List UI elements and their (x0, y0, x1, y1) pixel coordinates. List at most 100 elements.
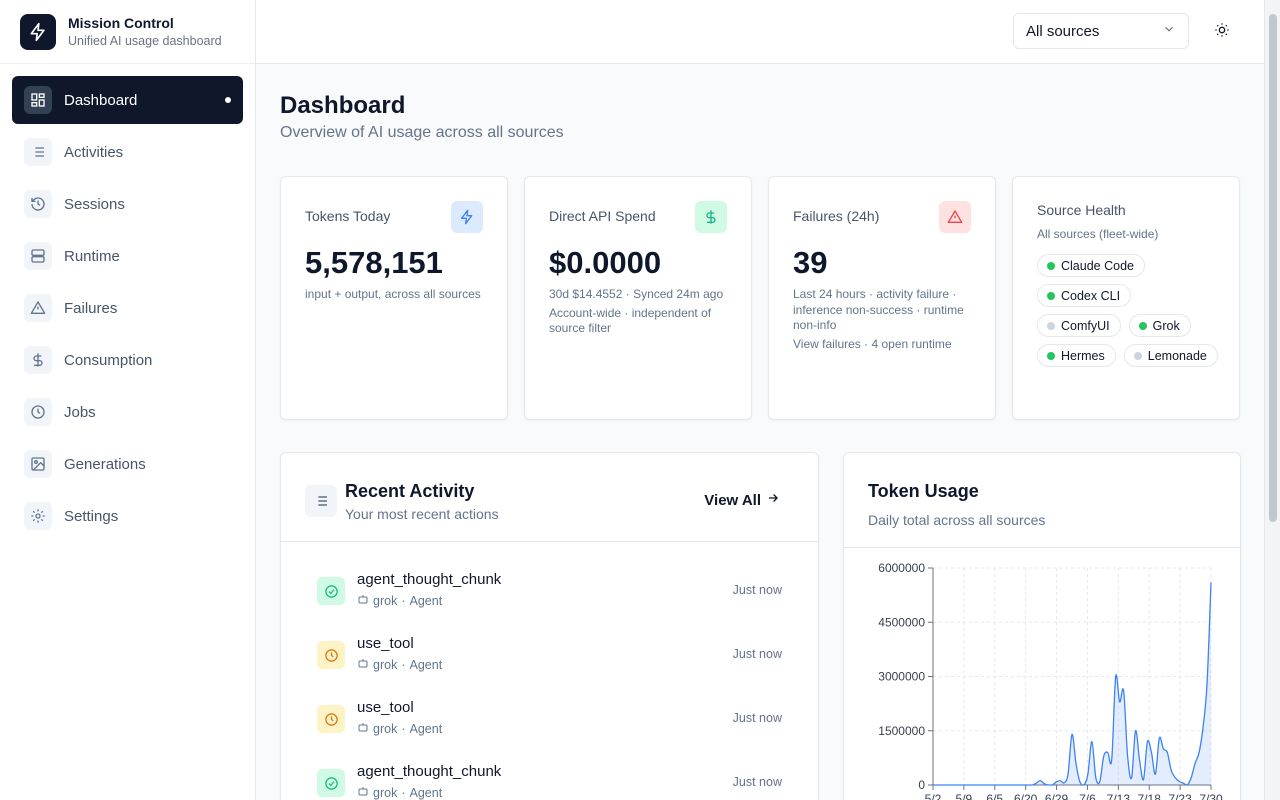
activity-meta: grok · Agent (357, 785, 442, 800)
sidebar-item-sessions[interactable]: Sessions (12, 180, 243, 228)
activity-name: agent_thought_chunk (357, 763, 502, 780)
page-scrollbar[interactable] (1264, 0, 1280, 800)
source-chip: Hermes (1037, 344, 1116, 367)
source-chip: Claude Code (1037, 254, 1145, 277)
source-name: Lemonade (1147, 348, 1207, 363)
view-all-button[interactable]: View All (704, 491, 780, 509)
y-tick-label: 3000000 (878, 670, 925, 684)
sidebar: Mission Control Unified AI usage dashboa… (0, 0, 256, 800)
failures-card: Failures (24h) 39 Last 24 hours · activi… (768, 176, 996, 420)
activity-meta: grok · Agent (357, 657, 442, 672)
y-tick-label: 4500000 (878, 615, 925, 629)
series-area (933, 582, 1211, 785)
activity-name: agent_thought_chunk (357, 571, 502, 588)
health-subtitle: All sources (fleet-wide) (1037, 227, 1159, 241)
clock-icon (317, 641, 345, 669)
bolt-logo-icon (20, 13, 56, 50)
token-usage-card: Token Usage Daily total across all sourc… (843, 452, 1241, 800)
activity-row[interactable]: use_tool grok · Agent Just now (317, 699, 782, 749)
meta-separator: · (401, 657, 406, 672)
sidebar-item-label: Jobs (64, 403, 96, 421)
stat-title: Tokens Today (305, 208, 391, 224)
page-subtitle: Overview of AI usage across all sources (280, 124, 564, 141)
sidebar-item-label: Generations (64, 455, 146, 473)
source-select[interactable]: All sources (1013, 13, 1189, 49)
y-tick-label: 1500000 (878, 724, 925, 738)
health-title: Source Health (1037, 202, 1126, 218)
activity-row[interactable]: agent_thought_chunk grok · Agent Just no… (317, 571, 782, 621)
history-icon (24, 190, 52, 218)
divider (844, 547, 1240, 548)
check-circle-icon (317, 769, 345, 797)
sidebar-item-failures[interactable]: Failures (12, 284, 243, 332)
sidebar-item-label: Activities (64, 143, 124, 161)
status-dot (1047, 261, 1055, 270)
activity-name: use_tool (357, 635, 414, 652)
server-icon (24, 242, 52, 270)
token-usage-chart: 0 1500000 3000000 4500000 6000000 5/2 5/9 6/5 6/… (878, 561, 1223, 800)
source-chip: ComfyUI (1037, 314, 1121, 337)
x-tick-label: 5/2 (925, 792, 942, 800)
series-line (933, 582, 1212, 786)
x-tick-label: 7/6 (1079, 792, 1096, 800)
activity-source: grok (373, 657, 398, 672)
source-name: Claude Code (1061, 258, 1134, 273)
sidebar-item-activities[interactable]: Activities (12, 128, 243, 176)
recent-activity-subtitle: Your most recent actions (345, 506, 499, 522)
dashboard-icon (24, 86, 52, 114)
x-tick-label: 7/18 (1138, 792, 1162, 800)
activity-source: grok (373, 593, 398, 608)
y-tick-label: 0 (918, 778, 925, 792)
x-tick-label: 5/9 (956, 792, 973, 800)
spend-scope-note: Account-wide · independent of source fil… (549, 305, 712, 336)
stat-title: Direct API Spend (549, 208, 656, 224)
sun-icon (1214, 22, 1230, 43)
stat-description-block: 30d $14.4552 · Synced 24m ago Account-wi… (549, 287, 729, 337)
main-content: Dashboard Overview of AI usage across al… (256, 64, 1264, 800)
source-name: Codex CLI (1061, 288, 1121, 303)
list-icon (305, 485, 337, 517)
x-tick-label: 7/30 (1199, 792, 1223, 800)
sidebar-item-dashboard[interactable]: Dashboard (12, 76, 243, 124)
recent-activity-card: Recent Activity Your most recent actions… (280, 452, 819, 800)
gear-icon (24, 502, 52, 530)
scrollbar-thumb[interactable] (1269, 14, 1277, 522)
sidebar-item-generations[interactable]: Generations (12, 440, 243, 488)
activity-meta: grok · Agent (357, 593, 442, 608)
x-tick-label: 6/20 (1014, 792, 1038, 800)
spend-summary: 30d $14.4552 · Synced 24m ago (549, 287, 724, 301)
status-dot (1138, 321, 1147, 330)
status-dot (1047, 291, 1055, 300)
check-circle-icon (317, 577, 345, 605)
app-subtitle: Unified AI usage dashboard (68, 33, 222, 48)
view-failures-link[interactable]: View failures · 4 open runtime (793, 336, 952, 351)
arrow-right-icon (766, 491, 780, 509)
api-spend-card: Direct API Spend $0.0000 30d $14.4552 · … (524, 176, 752, 420)
sidebar-item-consumption[interactable]: Consumption (12, 336, 243, 384)
activity-type: Agent (409, 721, 443, 736)
theme-toggle-button[interactable] (1208, 18, 1236, 46)
view-all-label: View All (704, 491, 761, 509)
top-header: All sources (256, 0, 1280, 64)
brand: Mission Control Unified AI usage dashboa… (0, 0, 255, 64)
activity-row[interactable]: agent_thought_chunk grok · Agent Just no… (317, 763, 782, 800)
source-health-card: Source Health All sources (fleet-wide) C… (1012, 176, 1240, 420)
recent-activity-title: Recent Activity (345, 481, 475, 501)
meta-separator: · (401, 785, 406, 800)
activity-source: grok (373, 721, 398, 736)
sidebar-item-runtime[interactable]: Runtime (12, 232, 243, 280)
meta-separator: · (401, 593, 406, 608)
stat-description-block: Last 24 hours · activity failure · infer… (793, 287, 973, 352)
failures-summary: Last 24 hours · activity failure · infer… (793, 287, 964, 332)
stat-value: 5,578,151 (305, 245, 443, 280)
bot-icon (357, 657, 369, 672)
sidebar-item-settings[interactable]: Settings (12, 492, 243, 540)
source-name: Grok (1152, 318, 1180, 333)
activity-row[interactable]: use_tool grok · Agent Just now (317, 635, 782, 685)
activity-time: Just now (732, 647, 782, 661)
activity-name: use_tool (357, 699, 414, 716)
sidebar-item-jobs[interactable]: Jobs (12, 388, 243, 436)
y-tick-label: 6000000 (878, 561, 925, 575)
app-title: Mission Control (68, 14, 174, 31)
token-usage-subtitle: Daily total across all sources (868, 512, 1046, 528)
